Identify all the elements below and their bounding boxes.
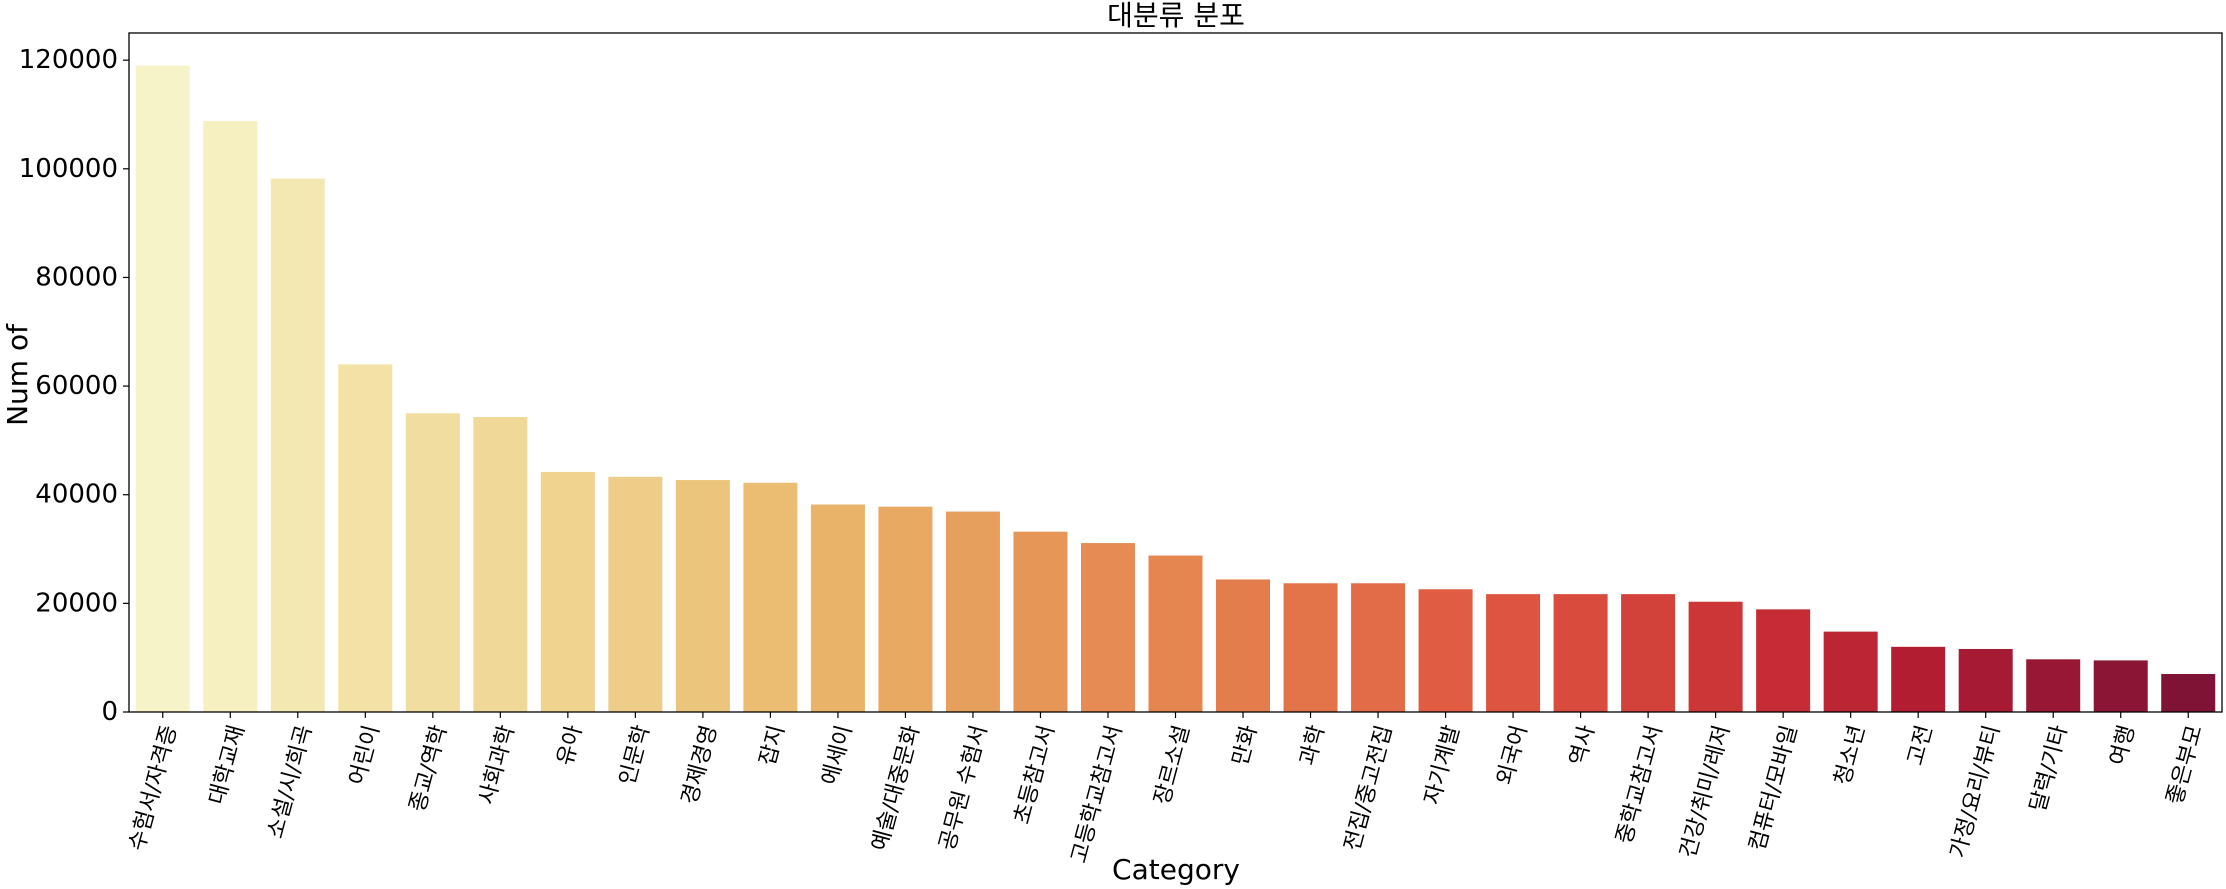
bar-15 — [1080, 543, 1135, 712]
bar-7 — [540, 471, 595, 712]
bar-17 — [1216, 579, 1271, 712]
chart-title: 대분류 분포 — [1107, 0, 1245, 32]
bars-group — [135, 65, 2216, 713]
y-tick-label: 60000 — [35, 371, 118, 401]
y-axis: 0 20000 40000 60000 80000 100000 120000 — [19, 45, 129, 727]
x-tick-label: 공무원 수험서 — [935, 723, 992, 854]
plot-frame — [128, 32, 2223, 713]
y-tick-label: 80000 — [35, 262, 118, 292]
y-tick-label: 120000 — [19, 45, 118, 75]
x-tick-label: 소설/시/희곡 — [263, 723, 317, 842]
bar-29 — [2026, 659, 2081, 712]
x-tick-label: 전집/중고전집 — [1340, 723, 1397, 854]
bar-23 — [1621, 594, 1676, 712]
bar-16 — [1148, 555, 1203, 712]
x-tick-label: 사회과학 — [475, 723, 520, 808]
x-tick-label: 잡지 — [755, 723, 790, 769]
bar-8 — [608, 476, 663, 712]
x-tick-label: 좋은부모 — [2163, 723, 2208, 808]
x-tick-label: 종교/역학 — [405, 723, 452, 815]
bar-31 — [2161, 673, 2216, 712]
bar-18 — [1283, 583, 1338, 712]
bar-24 — [1688, 601, 1743, 712]
bar-25 — [1756, 609, 1811, 712]
x-tick-label: 건강/취미/레저 — [1676, 723, 1735, 861]
bar-28 — [1958, 648, 2013, 712]
bar-6 — [473, 417, 528, 712]
bar-30 — [2093, 660, 2148, 712]
bar-1 — [135, 65, 190, 713]
x-tick-label: 초등참고서 — [1010, 723, 1060, 827]
bar-9 — [675, 480, 730, 712]
y-tick-label: 20000 — [35, 588, 118, 618]
bar-26 — [1823, 631, 1878, 712]
x-tick-label: 컴퓨터/모바일 — [1745, 723, 1802, 854]
bar-27 — [1891, 646, 1946, 712]
x-tick-label: 외국어 — [1493, 723, 1533, 788]
x-tick-label: 가정/요리/뷰티 — [1946, 723, 2005, 861]
bar-5 — [405, 413, 460, 712]
bar-2 — [203, 121, 258, 712]
x-axis: 수험서/자격증 대학교재 소설/시/희곡 어린이 종교/역학 사회과학 유아 인문학 경제경영 잡… — [125, 712, 2208, 866]
y-tick-label: 0 — [101, 697, 118, 727]
x-tick-label: 만화 — [1228, 723, 1263, 769]
x-tick-label: 수험서/자격증 — [125, 723, 182, 854]
x-tick-label: 과학 — [1295, 723, 1330, 769]
x-tick-label: 자기계발 — [1420, 723, 1465, 808]
bar-21 — [1486, 594, 1541, 712]
x-tick-label: 예술/대중문화 — [867, 723, 924, 854]
x-tick-label: 고전 — [1903, 723, 1938, 769]
x-tick-label: 유아 — [553, 723, 588, 769]
x-tick-label: 장르소설 — [1150, 723, 1195, 808]
x-tick-label: 에세이 — [818, 723, 858, 788]
bar-20 — [1418, 589, 1473, 712]
x-tick-label: 중학교참고서 — [1612, 723, 1668, 847]
x-tick-label: 역사 — [1566, 723, 1601, 769]
y-axis-label: Num of — [1, 323, 34, 426]
x-tick-label: 달력/기타 — [2026, 723, 2073, 815]
bar-13 — [945, 511, 1000, 712]
bar-3 — [270, 178, 325, 712]
x-tick-label: 인문학 — [615, 723, 655, 788]
bar-22 — [1553, 594, 1608, 712]
x-tick-label: 경제경영 — [677, 723, 722, 808]
x-tick-label: 여행 — [2106, 723, 2141, 769]
bar-19 — [1351, 583, 1406, 712]
y-tick-label: 40000 — [35, 480, 118, 510]
x-tick-label: 대학교재 — [205, 723, 250, 808]
x-tick-label: 청소년 — [1830, 723, 1870, 788]
bar-14 — [1013, 531, 1068, 712]
x-tick-label: 어린이 — [345, 723, 385, 788]
x-tick-label: 고등학교참고서 — [1067, 723, 1128, 866]
bar-11 — [810, 504, 865, 712]
bar-12 — [878, 506, 933, 712]
bar-4 — [338, 364, 393, 712]
x-axis-label: Category — [1112, 853, 1240, 886]
y-tick-label: 100000 — [19, 154, 118, 184]
bar-10 — [743, 482, 798, 712]
